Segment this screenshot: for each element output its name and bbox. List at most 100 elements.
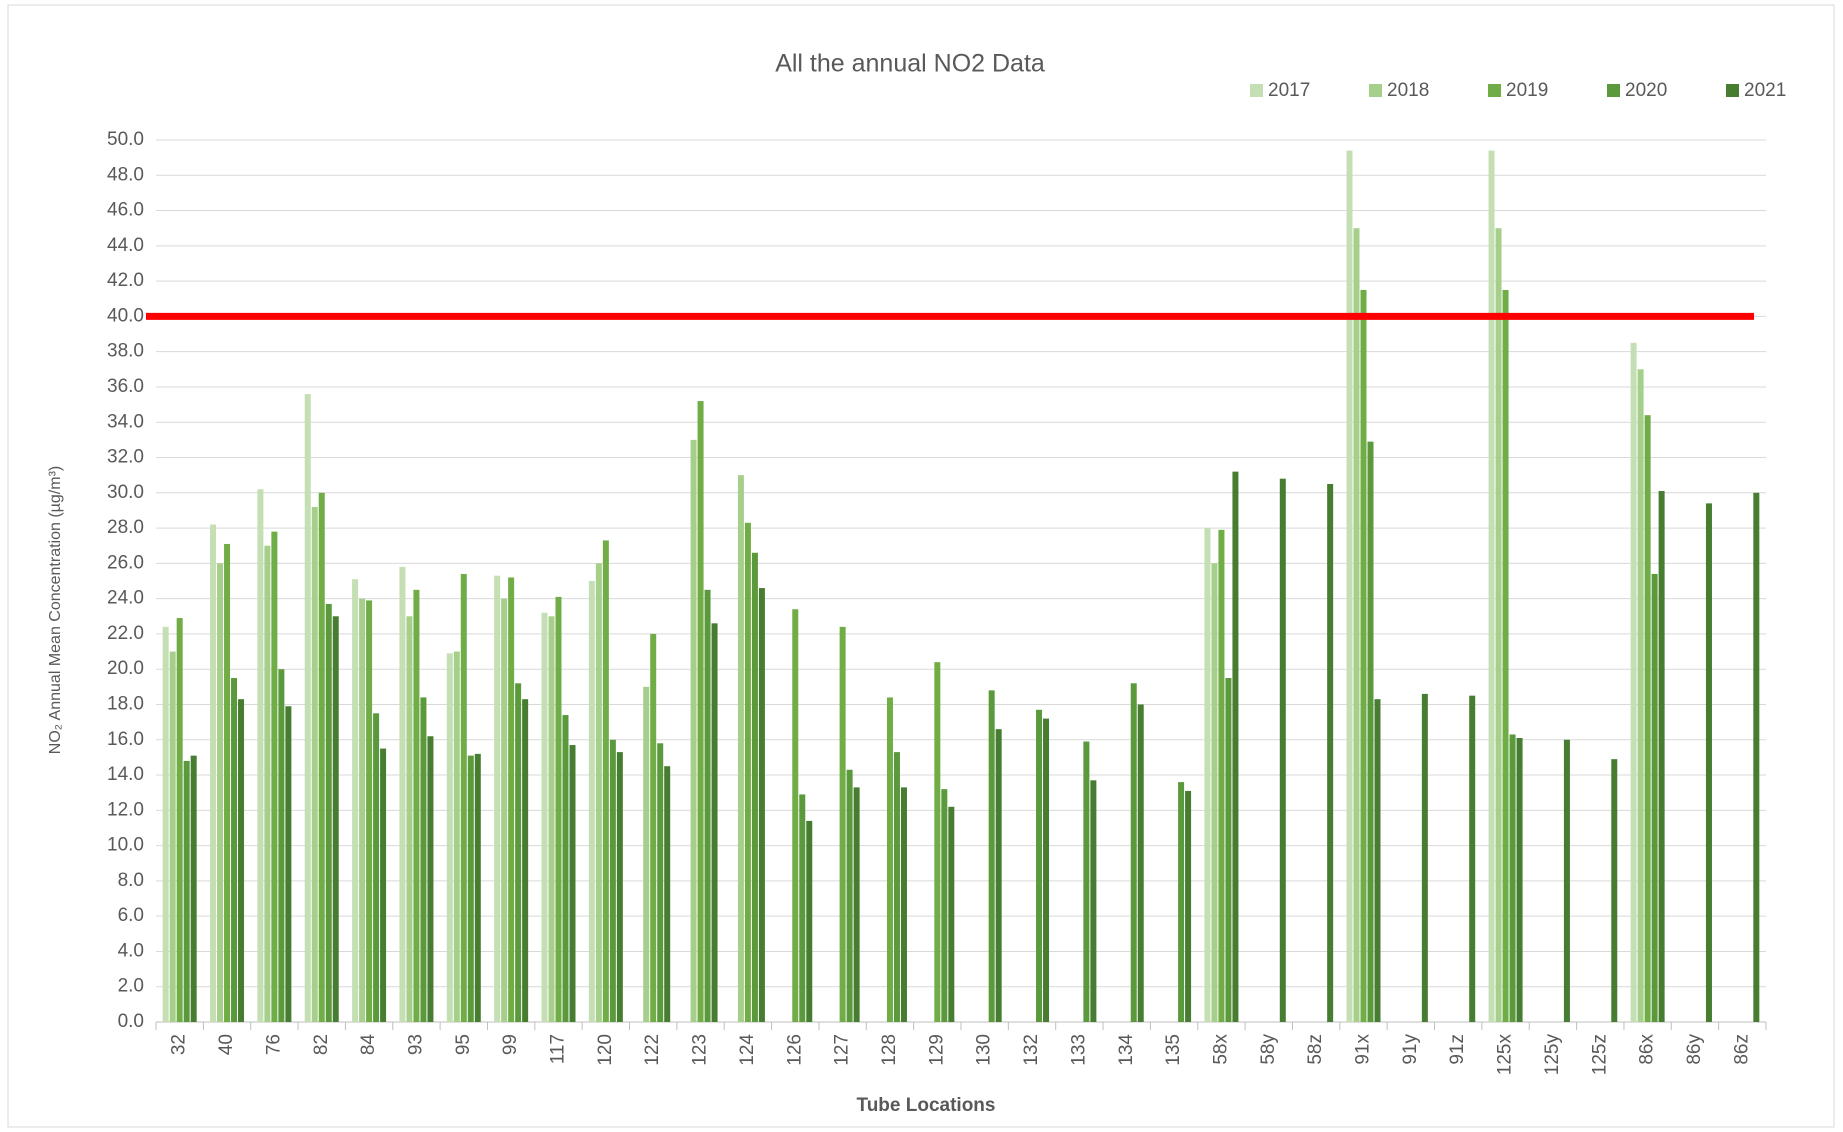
bar xyxy=(792,609,799,1022)
bar xyxy=(1516,737,1523,1022)
bar xyxy=(399,566,406,1022)
x-tick-label: 84 xyxy=(358,1034,379,1056)
legend-swatch xyxy=(1607,84,1620,97)
bar xyxy=(380,748,387,1022)
x-tick-label: 125y xyxy=(1542,1034,1563,1076)
bar xyxy=(690,439,697,1022)
x-tick-label: 124 xyxy=(737,1034,758,1066)
x-tick-label: 93 xyxy=(405,1034,426,1055)
bar xyxy=(1327,483,1334,1023)
bar xyxy=(210,524,217,1022)
bar xyxy=(1753,492,1760,1022)
bar xyxy=(304,394,311,1022)
bar xyxy=(988,690,995,1022)
bar xyxy=(446,653,453,1022)
bar xyxy=(1367,441,1374,1022)
bar xyxy=(609,739,616,1022)
bar xyxy=(1644,415,1651,1023)
bar xyxy=(1090,780,1097,1022)
x-tick-label: 128 xyxy=(879,1034,900,1066)
x-axis-title: Tube Locations xyxy=(857,1095,996,1116)
y-tick-label: 16.0 xyxy=(107,729,144,750)
bar xyxy=(224,543,231,1022)
bar xyxy=(1218,529,1225,1022)
bar xyxy=(311,506,318,1022)
bar xyxy=(420,697,427,1022)
bar xyxy=(799,794,806,1022)
bar xyxy=(643,686,650,1022)
bar xyxy=(1658,491,1665,1022)
x-tick-label: 135 xyxy=(1163,1034,1184,1066)
legend-label: 2017 xyxy=(1268,80,1310,101)
bar xyxy=(190,755,197,1022)
bar xyxy=(169,651,176,1022)
bar xyxy=(1637,369,1644,1022)
x-tick-label: 132 xyxy=(1021,1034,1042,1066)
y-tick-label: 10.0 xyxy=(107,835,144,856)
x-tick-label: 117 xyxy=(548,1034,569,1064)
y-tick-label: 30.0 xyxy=(107,482,144,503)
bar xyxy=(373,713,380,1022)
bar xyxy=(352,579,359,1022)
y-tick-label: 50.0 xyxy=(107,129,144,150)
bar xyxy=(588,581,595,1022)
bar xyxy=(271,531,278,1022)
bar xyxy=(183,760,190,1022)
x-tick-label: 91z xyxy=(1447,1034,1468,1065)
x-tick-label: 130 xyxy=(974,1034,995,1066)
bar xyxy=(1130,683,1137,1022)
y-tick-label: 14.0 xyxy=(107,764,144,785)
x-tick-label: 125z xyxy=(1589,1034,1610,1075)
bar xyxy=(366,600,373,1022)
y-tick-label: 12.0 xyxy=(107,799,144,820)
y-tick-label: 28.0 xyxy=(107,517,144,538)
bar xyxy=(602,540,609,1022)
x-tick-label: 129 xyxy=(926,1034,947,1066)
bar xyxy=(318,492,325,1022)
bar xyxy=(751,552,758,1022)
bar xyxy=(1353,228,1360,1022)
y-tick-label: 0.0 xyxy=(118,1011,144,1032)
legend-swatch xyxy=(1369,84,1382,97)
bar xyxy=(1469,695,1476,1022)
bar xyxy=(522,699,529,1022)
y-axis-title: NO₂ Annual Mean Concentration (µg/m³) xyxy=(47,466,64,754)
bar xyxy=(278,669,285,1022)
bar xyxy=(744,522,751,1022)
bar xyxy=(1185,790,1192,1022)
bar xyxy=(217,563,224,1022)
bar xyxy=(806,820,813,1022)
x-tick-label: 127 xyxy=(832,1034,853,1066)
bar xyxy=(562,715,569,1022)
x-tick-label: 91y xyxy=(1400,1034,1421,1065)
bar xyxy=(501,598,508,1022)
legend-label: 2021 xyxy=(1744,80,1786,101)
bar xyxy=(948,806,955,1022)
y-tick-label: 40.0 xyxy=(107,305,144,326)
y-tick-label: 46.0 xyxy=(107,200,144,221)
bar xyxy=(453,651,460,1022)
legend-swatch xyxy=(1726,84,1739,97)
bar xyxy=(332,616,339,1022)
bar xyxy=(1502,289,1509,1022)
bar xyxy=(1651,573,1658,1022)
bar xyxy=(162,626,169,1022)
x-tick-label: 126 xyxy=(784,1034,805,1066)
bar xyxy=(704,589,711,1022)
bar xyxy=(1346,150,1353,1023)
bar xyxy=(737,475,744,1022)
y-tick-label: 44.0 xyxy=(107,235,144,256)
bar xyxy=(697,401,704,1022)
bar xyxy=(711,623,718,1022)
bar xyxy=(460,573,467,1022)
bar xyxy=(1374,699,1381,1022)
x-tick-label: 58y xyxy=(1258,1034,1279,1065)
bar xyxy=(257,489,264,1023)
y-tick-label: 36.0 xyxy=(107,376,144,397)
x-tick-label: 76 xyxy=(263,1034,284,1055)
legend-swatch xyxy=(1250,84,1263,97)
bar xyxy=(474,753,481,1022)
bar xyxy=(839,626,846,1022)
bar xyxy=(846,769,853,1022)
bar xyxy=(508,577,515,1022)
